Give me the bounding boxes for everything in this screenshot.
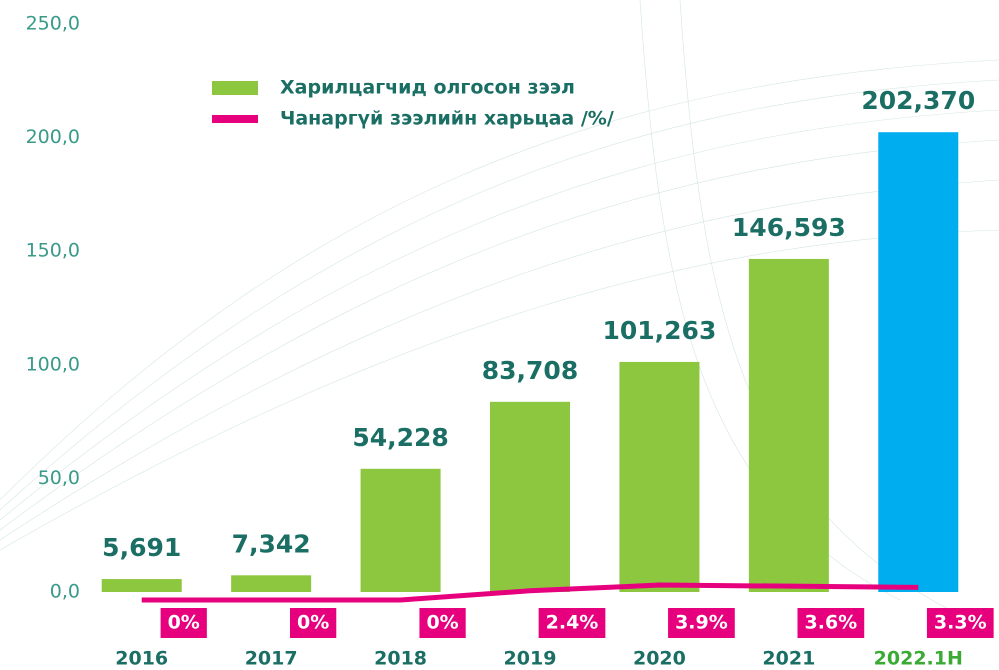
x-tick-label: 2016	[115, 648, 168, 670]
legend-label: Харилцагчид олгосон зээл	[280, 77, 575, 99]
value-label: 146,593	[732, 213, 846, 242]
percent-label: 0%	[297, 612, 329, 634]
legend-swatch	[212, 115, 258, 123]
legend-label: Чанаргүй зээлийн харьцаа /%/	[280, 108, 614, 130]
percent-label: 3.3%	[934, 612, 987, 634]
x-tick-label: 2022.1H	[874, 648, 963, 670]
bar	[619, 362, 699, 592]
bar	[490, 402, 570, 592]
bar	[231, 575, 311, 592]
legend-swatch	[212, 81, 258, 95]
value-label: 101,263	[602, 316, 716, 345]
value-label: 202,370	[861, 86, 975, 115]
bar	[878, 132, 958, 592]
y-tick-label: 200,0	[26, 126, 80, 148]
value-label: 5,691	[102, 533, 181, 562]
y-tick-label: 150,0	[26, 240, 80, 262]
x-tick-label: 2020	[633, 648, 686, 670]
chart: 0,0 50,0 100,0 150,0 200,0 250,0 Харилцагчид о…	[0, 0, 999, 670]
bar	[361, 469, 441, 592]
value-label: 83,708	[482, 356, 578, 385]
y-tick-label: 0,0	[50, 581, 80, 603]
percent-label: 0%	[426, 612, 458, 634]
x-tick-label: 2018	[374, 648, 427, 670]
percent-label: 3.6%	[805, 612, 858, 634]
bar	[102, 579, 182, 592]
x-tick-label: 2017	[245, 648, 298, 670]
bar	[749, 259, 829, 592]
x-tick-label: 2021	[762, 648, 815, 670]
y-tick-label: 100,0	[26, 353, 80, 375]
x-tick-label: 2019	[504, 648, 557, 670]
percent-label: 0%	[168, 612, 200, 634]
value-label: 54,228	[352, 423, 448, 452]
y-tick-label: 250,0	[26, 13, 80, 35]
percent-label: 3.9%	[675, 612, 728, 634]
y-tick-label: 50,0	[38, 467, 80, 489]
value-label: 7,342	[232, 529, 311, 558]
percent-label: 2.4%	[546, 612, 599, 634]
